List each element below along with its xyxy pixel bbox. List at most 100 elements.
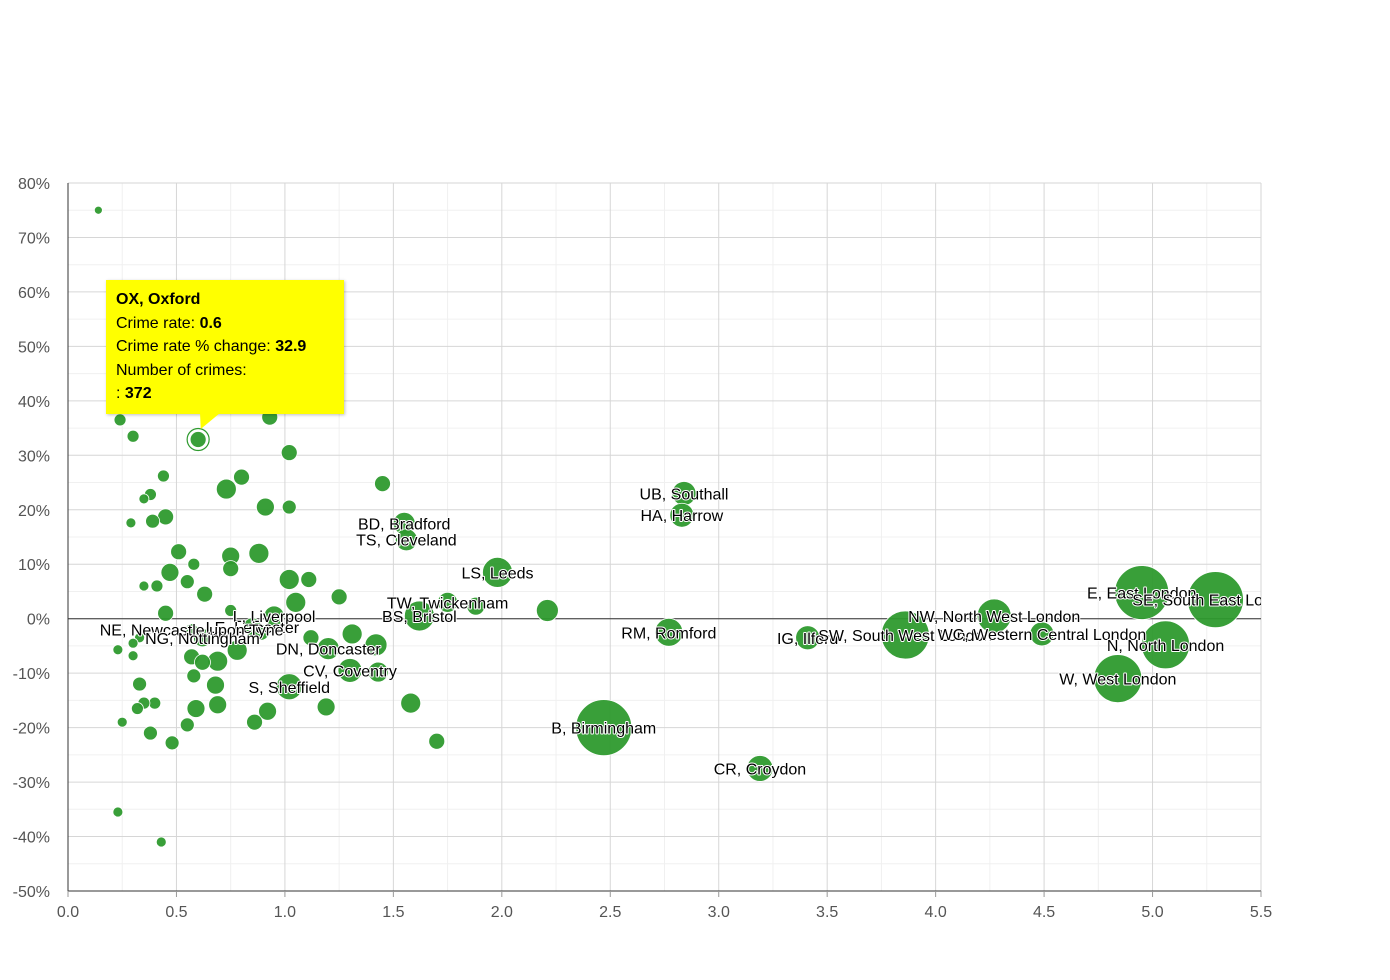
- bubble[interactable]: [222, 560, 240, 577]
- bubble[interactable]: [93, 205, 103, 215]
- bubble[interactable]: [116, 716, 128, 728]
- bubble[interactable]: [186, 668, 202, 684]
- bubble-s[interactable]: [275, 673, 303, 701]
- bubble-label: DN, Doncaster: [276, 642, 382, 659]
- bubble[interactable]: [367, 661, 389, 683]
- bubble[interactable]: [374, 475, 391, 493]
- bubble[interactable]: [233, 468, 250, 486]
- bubble[interactable]: [364, 633, 388, 657]
- bubble[interactable]: [196, 585, 214, 603]
- bubble[interactable]: [127, 650, 139, 662]
- bubble[interactable]: [428, 732, 446, 750]
- bubble-bs[interactable]: [403, 600, 435, 632]
- bubble-tw[interactable]: [437, 591, 458, 613]
- bubble-label: TS, Cleveland: [356, 533, 457, 550]
- bubble-ts[interactable]: [394, 528, 418, 552]
- bubble-l[interactable]: [263, 605, 285, 627]
- bubble[interactable]: [113, 413, 127, 427]
- bubble[interactable]: [226, 639, 248, 661]
- bubble-label: B, Birmingham: [551, 721, 656, 738]
- bubble[interactable]: [138, 580, 150, 592]
- bubble[interactable]: [157, 508, 175, 526]
- y-tick-label: 60%: [18, 285, 50, 302]
- bubble-label: LE, Leicester: [206, 620, 300, 637]
- bubble-ig[interactable]: [795, 625, 821, 651]
- bubble-ne[interactable]: [185, 623, 199, 636]
- bubble-cr[interactable]: [746, 755, 774, 782]
- bubble-label: NE, Newcastle upon Tyne: [100, 623, 284, 640]
- y-tick-label: -50%: [13, 884, 50, 901]
- bubble-nw[interactable]: [976, 598, 1012, 634]
- bubble[interactable]: [143, 725, 158, 741]
- bubble[interactable]: [138, 493, 150, 505]
- bubble[interactable]: [131, 702, 144, 715]
- bubble-rm[interactable]: [654, 617, 684, 647]
- bubble-w[interactable]: [1093, 654, 1143, 703]
- bubble[interactable]: [300, 571, 318, 588]
- bubble[interactable]: [170, 543, 188, 561]
- bubble-label: WC, Western Central London: [938, 627, 1147, 644]
- bubble[interactable]: [155, 836, 167, 848]
- bubble[interactable]: [187, 557, 201, 571]
- bubble[interactable]: [248, 542, 270, 564]
- bubble[interactable]: [112, 644, 124, 656]
- major-grid: [68, 182, 1262, 891]
- bubble[interactable]: [535, 599, 559, 622]
- bubble[interactable]: [179, 717, 195, 733]
- bubble-sw[interactable]: [880, 610, 930, 660]
- bubble-ha[interactable]: [669, 502, 695, 528]
- bubble[interactable]: [330, 588, 348, 606]
- bubble[interactable]: [194, 653, 211, 671]
- bubble[interactable]: [206, 675, 225, 695]
- bubble[interactable]: [157, 604, 175, 622]
- bubble-cv[interactable]: [337, 658, 363, 683]
- y-tick-label: -20%: [13, 721, 50, 738]
- bubble[interactable]: [160, 563, 180, 582]
- bubble[interactable]: [215, 478, 237, 500]
- bubble[interactable]: [341, 623, 363, 645]
- bubble[interactable]: [302, 629, 320, 647]
- bubble[interactable]: [145, 513, 160, 529]
- y-tick-label: 30%: [18, 448, 50, 465]
- bubble[interactable]: [246, 713, 263, 731]
- bubble[interactable]: [179, 574, 195, 590]
- bubble-dn[interactable]: [316, 637, 340, 661]
- bubble[interactable]: [224, 604, 238, 617]
- bubble-e[interactable]: [1114, 565, 1170, 620]
- bubble-label: E, East London: [1087, 586, 1196, 603]
- bubble-ls[interactable]: [482, 557, 513, 588]
- bubble[interactable]: [285, 591, 307, 613]
- x-tick-label: 0.5: [165, 904, 187, 921]
- bubble-n[interactable]: [1141, 620, 1190, 670]
- bubble[interactable]: [281, 499, 297, 515]
- bubble[interactable]: [280, 444, 298, 461]
- bubble[interactable]: [258, 701, 277, 721]
- x-tick-label: 0.0: [57, 904, 79, 921]
- y-tick-label: 10%: [18, 557, 50, 574]
- bubble-ng[interactable]: [193, 628, 212, 648]
- bubble[interactable]: [112, 806, 124, 818]
- bubble[interactable]: [278, 569, 300, 590]
- bubble-ox[interactable]: [189, 431, 207, 448]
- bubble[interactable]: [252, 623, 270, 641]
- bubble[interactable]: [126, 429, 140, 443]
- bubble-highlight-ring: [186, 427, 210, 452]
- bubble[interactable]: [148, 696, 162, 710]
- bubble[interactable]: [400, 692, 422, 714]
- bubble[interactable]: [125, 517, 137, 529]
- bubble[interactable]: [466, 596, 486, 616]
- bubble-wc[interactable]: [1029, 621, 1055, 647]
- bubble[interactable]: [150, 579, 164, 593]
- bubble[interactable]: [132, 676, 147, 692]
- bubble[interactable]: [208, 695, 228, 715]
- bubble[interactable]: [164, 735, 180, 751]
- bubble-b[interactable]: [575, 699, 633, 757]
- bubble[interactable]: [186, 699, 206, 718]
- bubble[interactable]: [127, 637, 139, 649]
- y-tick-label: 0%: [27, 612, 50, 629]
- bubble[interactable]: [316, 697, 336, 717]
- bubble-se[interactable]: [1187, 571, 1244, 629]
- x-tick-label: 3.0: [708, 904, 730, 921]
- bubble[interactable]: [157, 469, 170, 483]
- bubble[interactable]: [255, 497, 275, 517]
